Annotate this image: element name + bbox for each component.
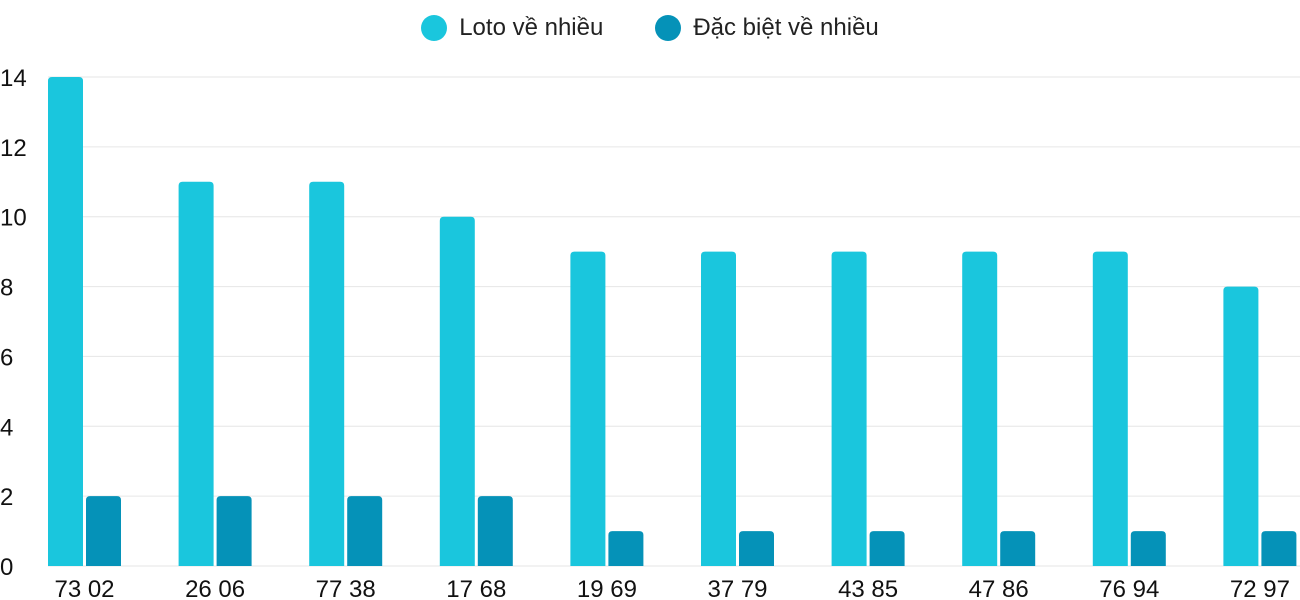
x-tick-label: 76 94 [1099, 576, 1159, 600]
legend-label-dac-biet: Đặc biệt về nhiều [693, 14, 879, 41]
legend-label-loto: Loto về nhiều [459, 14, 604, 41]
bar-dac-biet[interactable] [347, 496, 383, 566]
bar-dac-biet[interactable] [86, 496, 121, 566]
bar-loto[interactable] [962, 251, 998, 566]
legend-swatch-loto [421, 15, 448, 41]
y-tick-label: 4 [0, 414, 13, 441]
bar-dac-biet[interactable] [869, 531, 905, 566]
legend-item-loto[interactable]: Loto về nhiều [421, 14, 603, 42]
bar-dac-biet[interactable] [608, 531, 644, 566]
legend-item-dac-biet[interactable]: Đặc biệt về nhiều [655, 14, 879, 42]
bar-dac-biet[interactable] [1130, 531, 1166, 566]
x-tick-label: 73 02 [54, 576, 114, 600]
legend-swatch-dac-biet [655, 15, 682, 41]
x-tick-label: 72 97 [1230, 576, 1290, 600]
bar-loto[interactable] [1223, 286, 1259, 566]
y-axis: 0 2 4 6 8 10 12 14 [0, 65, 27, 581]
gridlines [48, 76, 1300, 567]
y-tick-label: 8 [0, 275, 13, 302]
bar-loto[interactable] [570, 251, 606, 566]
bar-dac-biet[interactable] [1261, 531, 1297, 566]
y-tick-label: 14 [0, 65, 27, 92]
bar-loto[interactable] [439, 216, 475, 566]
bar-loto[interactable] [309, 181, 345, 567]
bar-dac-biet[interactable] [739, 531, 774, 566]
x-tick-label: 43 85 [838, 576, 898, 600]
y-tick-label: 6 [0, 344, 13, 371]
bar-loto[interactable] [48, 77, 83, 566]
y-tick-label: 2 [0, 484, 13, 511]
x-tick-label: 26 06 [185, 576, 245, 600]
bar-loto[interactable] [178, 181, 214, 567]
x-tick-label: 37 79 [707, 576, 767, 600]
x-tick-label: 17 68 [446, 576, 506, 600]
y-tick-label: 12 [0, 135, 27, 162]
y-tick-label: 10 [0, 205, 27, 232]
bar-loto[interactable] [1092, 251, 1128, 566]
bar-dac-biet[interactable] [1000, 531, 1036, 566]
x-tick-label: 19 69 [577, 576, 637, 600]
x-tick-label: 47 86 [969, 576, 1029, 600]
y-tick-label: 0 [0, 554, 13, 581]
bar-loto[interactable] [831, 251, 867, 566]
bar-loto[interactable] [701, 251, 736, 566]
bar-dac-biet[interactable] [216, 496, 252, 566]
bars [48, 77, 1297, 567]
x-axis: 73 02 26 06 77 38 17 68 19 69 37 79 43 85 47 86… [54, 576, 1289, 600]
bar-dac-biet[interactable] [477, 496, 513, 566]
chart-legend: Loto về nhiều Đặc biệt về nhiều [0, 8, 1300, 48]
x-tick-label: 77 38 [316, 576, 376, 600]
